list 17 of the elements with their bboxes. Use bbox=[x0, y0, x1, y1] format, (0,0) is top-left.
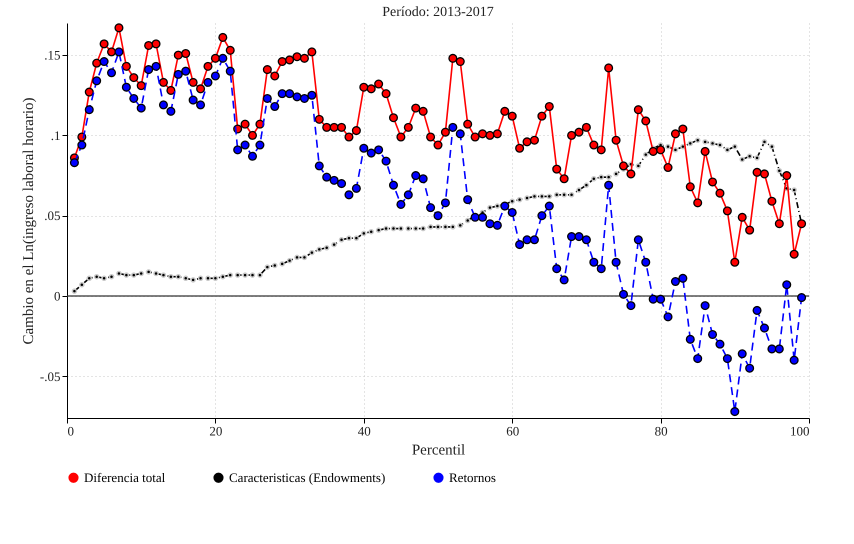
y-tick-label: .15 bbox=[44, 48, 60, 63]
x-tick-label: 40 bbox=[358, 424, 371, 438]
y-tick-label: 0 bbox=[54, 288, 60, 304]
legend-label: Diferencia total bbox=[84, 470, 166, 485]
y-tick-label: .1 bbox=[50, 128, 60, 143]
x-tick-label: 60 bbox=[506, 424, 520, 438]
y-tick-label: -.05 bbox=[40, 368, 60, 384]
chart-title: Período: 2013-2017 bbox=[382, 5, 494, 20]
y-tick-label: .05 bbox=[44, 208, 60, 224]
x-tick-label: 20 bbox=[209, 424, 222, 438]
x-axis-title: Percentil bbox=[412, 442, 466, 458]
legend-label: Retornos bbox=[449, 470, 496, 485]
x-tick-label: 0 bbox=[68, 424, 74, 438]
x-tick-label: 80 bbox=[654, 424, 668, 438]
y-axis-title: Cambio en el Ln(ingreso laboral horario) bbox=[20, 97, 37, 345]
legend-label: Caracteristicas (Endowments) bbox=[229, 470, 386, 485]
x-tick-label: 100 bbox=[790, 424, 810, 438]
